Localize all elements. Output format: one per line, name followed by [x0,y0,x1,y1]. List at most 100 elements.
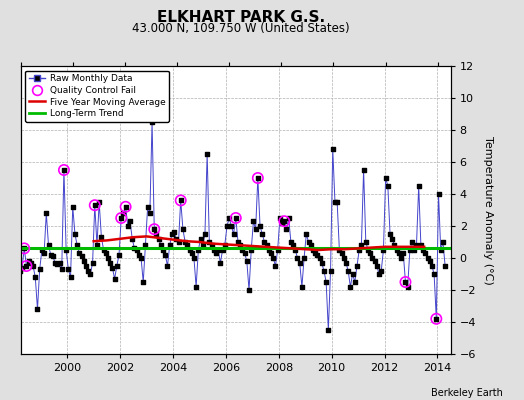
Point [126,218,134,224]
Point [346,284,355,290]
Point [23,263,31,269]
Point [185,247,194,253]
Text: Berkeley Earth: Berkeley Earth [431,388,503,398]
Legend: Raw Monthly Data, Quality Control Fail, Five Year Moving Average, Long-Term Tren: Raw Monthly Data, Quality Control Fail, … [26,70,169,122]
Point [11,245,19,252]
Point [221,242,229,248]
Point [315,255,324,261]
Point [157,242,165,248]
Point [326,268,335,274]
Point [102,250,110,256]
Point [436,247,445,253]
Point [163,263,172,269]
Point [71,231,79,237]
Point [412,242,421,248]
Point [302,231,311,237]
Point [14,261,22,268]
Point [91,202,99,208]
Point [203,151,211,157]
Point [364,247,372,253]
Text: ELKHART PARK G.S.: ELKHART PARK G.S. [157,10,325,25]
Point [42,210,50,216]
Point [144,204,152,210]
Point [100,247,108,253]
Point [146,210,154,216]
Point [258,231,266,237]
Point [362,239,370,245]
Point [117,215,125,221]
Point [18,264,26,271]
Point [388,236,397,242]
Point [320,268,328,274]
Point [234,239,242,245]
Point [375,271,383,277]
Point [282,226,291,232]
Point [148,119,156,125]
Point [223,223,231,229]
Point [201,231,209,237]
Point [108,264,117,271]
Point [16,268,24,274]
Point [280,218,289,224]
Point [137,255,145,261]
Y-axis label: Temperature Anomaly (°C): Temperature Anomaly (°C) [483,136,493,284]
Point [351,279,359,285]
Point [174,239,183,245]
Point [111,276,119,282]
Point [113,263,121,269]
Point [194,247,203,253]
Point [421,250,430,256]
Point [106,260,114,266]
Point [293,255,302,261]
Point [122,204,130,210]
Point [399,250,408,256]
Point [89,260,97,266]
Point [247,247,255,253]
Point [91,202,99,208]
Point [335,247,344,253]
Point [379,247,388,253]
Point [119,210,128,216]
Point [289,242,297,248]
Point [287,239,295,245]
Point [170,229,178,236]
Point [25,258,33,264]
Point [117,215,125,221]
Point [219,247,227,253]
Point [139,279,147,285]
Point [192,284,200,290]
Point [322,279,330,285]
Point [188,250,196,256]
Point [267,250,275,256]
Point [368,255,377,261]
Point [47,252,55,258]
Point [381,175,390,181]
Point [73,242,81,248]
Point [69,204,77,210]
Point [80,258,88,264]
Point [245,287,253,293]
Point [128,236,136,242]
Point [122,204,130,210]
Point [208,242,216,248]
Point [141,242,150,248]
Point [181,239,189,245]
Point [172,236,180,242]
Point [353,263,361,269]
Point [179,226,187,232]
Point [93,242,101,248]
Point [300,255,308,261]
Point [430,271,438,277]
Point [214,247,222,253]
Point [296,260,304,266]
Point [417,242,425,248]
Point [432,316,441,322]
Point [366,250,375,256]
Point [67,274,75,280]
Point [95,199,103,205]
Point [333,199,341,205]
Point [177,197,185,204]
Point [406,247,414,253]
Point [344,268,352,274]
Point [45,242,53,248]
